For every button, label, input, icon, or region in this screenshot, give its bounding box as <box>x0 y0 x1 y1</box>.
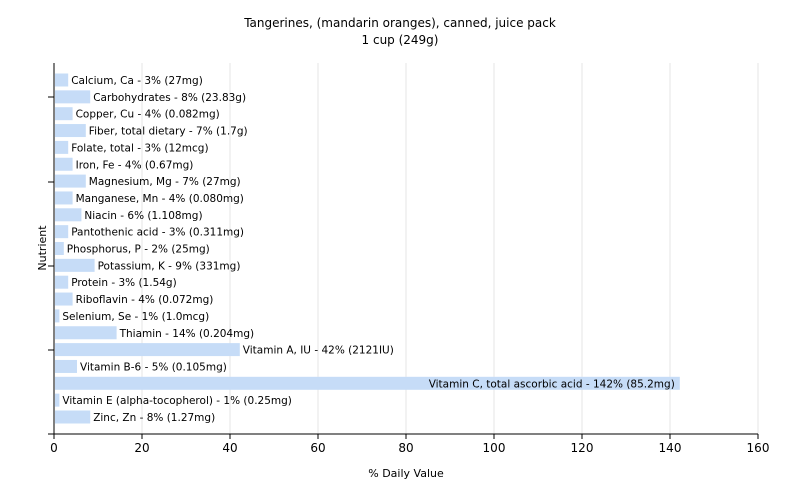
bar-label: Vitamin A, IU - 42% (2121IU) <box>243 345 394 357</box>
bar-label: Folate, total - 3% (12mcg) <box>71 142 208 154</box>
bar <box>55 309 60 323</box>
axes: 0 20 40 60 80 100 120 140 160 <box>48 63 769 455</box>
bar <box>55 124 86 138</box>
bar-label: Zinc, Zn - 8% (1.27mg) <box>93 412 215 424</box>
chart-subtitle: 1 cup (249g) <box>362 33 439 47</box>
bar <box>55 275 69 289</box>
bar-label: Magnesium, Mg - 7% (27mg) <box>89 176 241 188</box>
x-tick-label: 0 <box>50 441 58 455</box>
bar-label: Fiber, total dietary - 7% (1.7g) <box>89 126 248 138</box>
y-axis-label: Nutrient <box>36 225 49 271</box>
bar <box>55 140 69 154</box>
bar-label: Vitamin C, total ascorbic acid - 142% (8… <box>429 378 675 390</box>
x-tick-label: 100 <box>483 441 506 455</box>
bar <box>55 326 117 340</box>
x-tick-label: 140 <box>659 441 682 455</box>
bar <box>55 191 73 205</box>
bar <box>55 242 64 255</box>
bar <box>55 359 77 373</box>
bar-label: Vitamin E (alpha-tocopherol) - 1% (0.25m… <box>62 395 292 407</box>
x-tick-label: 40 <box>222 441 237 455</box>
bars: Calcium, Ca - 3% (27mg) Carbohydrates - 8… <box>55 73 680 424</box>
gridlines <box>141 63 759 434</box>
x-tick-label: 20 <box>134 441 149 455</box>
bar-label: Vitamin B-6 - 5% (0.105mg) <box>80 361 227 373</box>
bar-label: Protein - 3% (1.54g) <box>71 277 177 289</box>
x-tick-label: 60 <box>310 441 325 455</box>
chart-title: Tangerines, (mandarin oranges), canned, … <box>243 16 556 30</box>
bar <box>55 73 69 87</box>
bar <box>55 208 82 222</box>
bar-label: Calcium, Ca - 3% (27mg) <box>71 75 203 87</box>
bar <box>55 343 240 357</box>
bar <box>55 376 680 390</box>
bar-label: Iron, Fe - 4% (0.67mg) <box>76 159 194 171</box>
bar <box>55 258 95 272</box>
bar <box>55 410 91 424</box>
bar <box>55 90 91 104</box>
bar-label: Manganese, Mn - 4% (0.080mg) <box>76 193 244 205</box>
bar <box>55 393 60 407</box>
bar-label: Selenium, Se - 1% (1.0mcg) <box>62 311 209 323</box>
bar <box>55 107 73 121</box>
bar-label: Phosphorus, P - 2% (25mg) <box>67 244 210 256</box>
x-axis-label: % Daily Value <box>368 467 444 480</box>
bar-label: Copper, Cu - 4% (0.082mg) <box>76 109 220 121</box>
bar <box>55 174 86 188</box>
bar-label: Riboflavin - 4% (0.072mg) <box>76 294 214 306</box>
x-tick-label: 80 <box>398 441 413 455</box>
bar-label: Niacin - 6% (1.108mg) <box>84 210 202 222</box>
bar <box>55 225 69 239</box>
bar <box>55 292 73 306</box>
bar <box>55 157 73 171</box>
x-tick-label: 160 <box>747 441 770 455</box>
bar-label: Pantothenic acid - 3% (0.311mg) <box>71 227 244 239</box>
bar-label: Potassium, K - 9% (331mg) <box>98 260 241 272</box>
x-tick-label: 120 <box>571 441 594 455</box>
bar-label: Thiamin - 14% (0.204mg) <box>119 328 255 340</box>
bar-label: Carbohydrates - 8% (23.83g) <box>93 92 246 104</box>
